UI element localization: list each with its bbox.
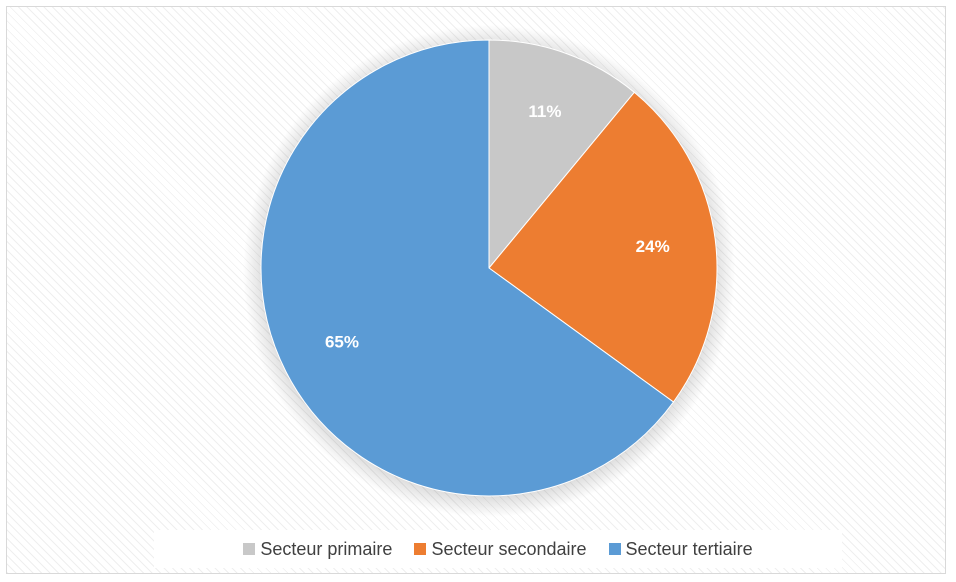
legend-label: Secteur primaire <box>260 538 393 559</box>
pie-slice-secteur-primaire <box>488 39 636 270</box>
legend: Secteur primaire Secteur secondaire Secteu… <box>154 530 842 568</box>
data-label-secteur-tertiaire: 65% <box>325 332 359 351</box>
legend-label: Secteur secondaire <box>431 538 587 559</box>
data-label-secteur-primaire: 11% <box>528 102 561 121</box>
data-label-secteur-secondaire: 24% <box>636 237 670 256</box>
legend-swatch <box>414 543 427 555</box>
legend-label: Secteur tertiaire <box>625 538 753 559</box>
legend-item-secteur-tertiaire: Secteur tertiaire <box>608 538 753 560</box>
legend-swatch <box>608 543 621 555</box>
legend-swatch <box>243 543 256 555</box>
pie-slice-secteur-secondaire <box>488 91 718 403</box>
legend-item-secteur-primaire: Secteur primaire <box>243 539 392 560</box>
legend-item-secteur-secondaire: Secteur secondaire <box>414 538 587 560</box>
pie-slice-secteur-tertiaire <box>260 39 675 497</box>
